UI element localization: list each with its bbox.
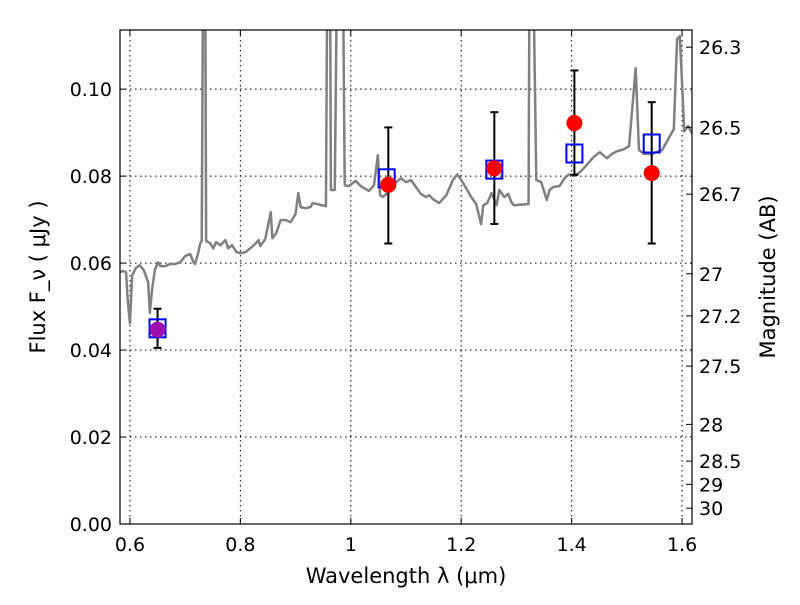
x-tick-label: 1.2 [446,534,476,556]
model-square-marker [565,143,584,164]
model-square-marker [642,133,661,154]
right-tick-label: 30 [699,498,723,520]
x-tick-label: 0.8 [225,534,255,556]
plot-frame [119,29,693,525]
observed-circle-marker [149,321,166,338]
ticks: 0.6 0.8 1 1.2 1.4 1.6 0.00 0.02 0.04 0.06 0.08 0.10… [70,30,741,556]
right-tick-label: 27 [699,264,723,286]
y-tick-label: 0.08 [70,166,112,188]
x-axis-label: Wavelength λ (μm) [306,564,507,588]
spectrum-layer [120,30,692,325]
right-axis-label: Magnitude (AB) [756,195,780,358]
observed-circle-marker [486,160,503,177]
x-tick-label: 0.6 [115,534,145,556]
right-tick-label: 28 [699,414,723,436]
x-tick-label: 1.6 [667,534,697,556]
x-tick-label: 1 [345,534,357,556]
observed-circle-marker [380,176,397,193]
right-tick-label: 29 [699,474,723,496]
right-tick-label: 26.5 [699,117,741,139]
y-tick-label: 0.06 [70,253,112,275]
observed-circle-marker [566,115,583,132]
spectrum-line [120,30,692,325]
points-layer [148,69,661,349]
y-tick-label: 0.00 [70,514,112,536]
x-tick-label: 1.4 [557,534,587,556]
y-tick-label: 0.02 [70,427,112,449]
right-tick-label: 27.2 [699,306,741,328]
right-tick-label: 28.5 [699,451,741,473]
observed-circle-marker [643,165,660,182]
right-tick-label: 27.5 [699,356,741,378]
y-tick-label: 0.10 [70,79,112,101]
right-tick-label: 26.7 [699,184,741,206]
right-tick-label: 26.3 [699,37,741,59]
y-tick-label: 0.04 [70,340,112,362]
y-axis-label: Flux F_ν ( μJy ) [26,200,51,353]
